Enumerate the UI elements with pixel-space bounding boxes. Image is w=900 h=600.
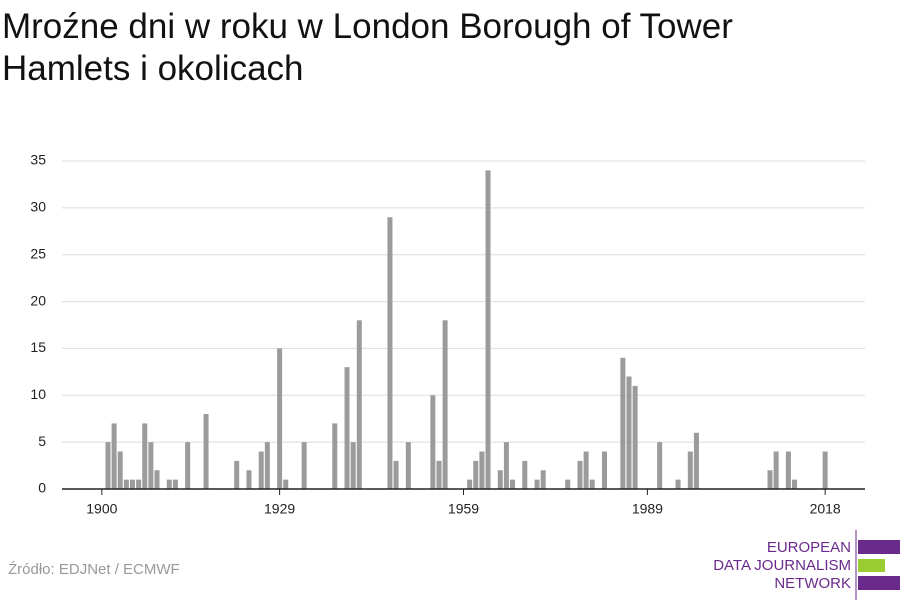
logo-bar <box>858 559 885 572</box>
y-tick-label: 5 <box>38 433 46 449</box>
bar <box>589 479 595 489</box>
bar <box>657 442 663 489</box>
bar <box>693 432 699 489</box>
bar <box>166 479 172 489</box>
bar <box>393 460 399 489</box>
bar <box>503 442 509 489</box>
chart-title: Mroźne dni w roku w London Borough of To… <box>2 7 733 88</box>
bar <box>105 442 111 489</box>
logo-text: NETWORK <box>774 575 851 592</box>
bar <box>442 320 448 489</box>
bar <box>534 479 540 489</box>
bar <box>154 470 160 489</box>
bar <box>142 423 148 489</box>
bar <box>497 470 503 489</box>
bar <box>620 357 626 489</box>
bar <box>583 451 589 489</box>
bar <box>601 451 607 489</box>
bar <box>773 451 779 489</box>
bar <box>129 479 135 489</box>
bar <box>485 170 491 489</box>
bar <box>785 451 791 489</box>
bar <box>203 414 209 489</box>
logo-text: DATA JOURNALISM <box>713 557 851 574</box>
bar <box>123 479 129 489</box>
bar <box>277 348 283 489</box>
bar <box>687 451 693 489</box>
bar <box>522 460 528 489</box>
y-tick-label: 30 <box>30 199 46 215</box>
bar <box>172 479 178 489</box>
bar <box>436 460 442 489</box>
x-tick-label: 1900 <box>86 501 117 517</box>
x-tick-label: 1989 <box>632 501 663 517</box>
bar <box>632 385 638 489</box>
x-tick-label: 1929 <box>264 501 295 517</box>
bar <box>822 451 828 489</box>
bar <box>675 479 681 489</box>
y-tick-label: 0 <box>38 480 46 496</box>
bar <box>332 423 338 489</box>
bar <box>301 442 307 489</box>
x-tick-label: 2018 <box>810 501 841 517</box>
bar <box>510 479 516 489</box>
y-tick-label: 35 <box>30 152 46 168</box>
bar <box>111 423 117 489</box>
source: Źródło: EDJNet / ECMWF <box>8 561 180 578</box>
bar <box>246 470 252 489</box>
bar <box>565 479 571 489</box>
bar <box>148 442 154 489</box>
bar <box>185 442 191 489</box>
bar <box>350 442 356 489</box>
y-tick-label: 15 <box>30 339 46 355</box>
logo-bar <box>858 576 900 590</box>
bar <box>283 479 289 489</box>
bar <box>540 470 546 489</box>
bar <box>792 479 798 489</box>
logo-text: EUROPEAN <box>767 539 851 556</box>
bar <box>430 395 436 489</box>
x-tick-label: 1959 <box>448 501 479 517</box>
bar <box>577 460 583 489</box>
bar <box>473 460 479 489</box>
bar <box>467 479 473 489</box>
logo-bar <box>858 540 900 554</box>
bar <box>405 442 411 489</box>
bar <box>626 376 632 489</box>
bar <box>117 451 123 489</box>
y-tick-label: 10 <box>30 386 46 402</box>
bar <box>387 217 393 489</box>
y-tick-label: 25 <box>30 245 46 261</box>
bar <box>356 320 362 489</box>
bar <box>344 367 350 489</box>
bar <box>479 451 485 489</box>
bar <box>234 460 240 489</box>
bar <box>264 442 270 489</box>
bar <box>767 470 773 489</box>
bar <box>136 479 142 489</box>
y-tick-label: 20 <box>30 292 46 308</box>
bar <box>258 451 264 489</box>
